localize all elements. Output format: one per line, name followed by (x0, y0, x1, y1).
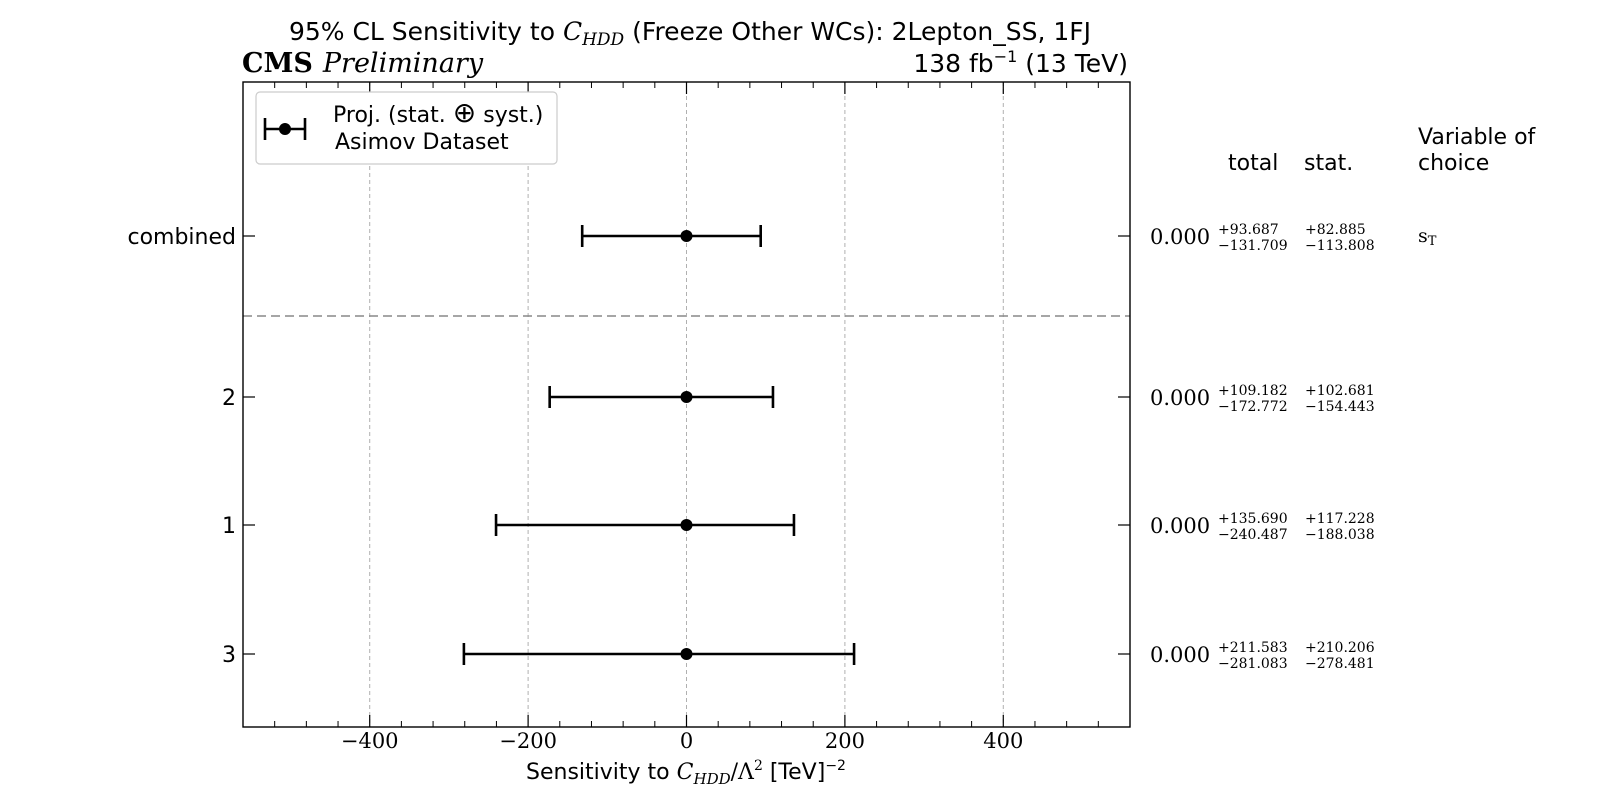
stat-minus: −113.808 (1305, 238, 1375, 254)
legend: Proj. (stat. ⊕ syst.) Asimov Dataset (255, 91, 558, 165)
total-plus: +93.687 (1218, 222, 1279, 238)
title-suffix: (Freeze Other WCs): 2Lepton_SS, 1FJ (624, 17, 1091, 46)
x-tick-label: −400 (341, 729, 399, 753)
y-tick-label: 1 (222, 514, 236, 539)
status-label: Preliminary (322, 48, 484, 79)
central-value: 0.000 (1150, 225, 1210, 249)
x-tick-label: 400 (983, 729, 1023, 753)
header-variable-line2: choice (1418, 151, 1489, 176)
total-plus: +211.583 (1218, 640, 1288, 656)
total-plus: +109.182 (1218, 383, 1288, 399)
header-stat: stat. (1304, 151, 1353, 176)
stat-minus: −154.443 (1305, 399, 1375, 415)
xlabel-lambda-exp: 2 (754, 758, 763, 774)
y-tick-label: 2 (222, 386, 236, 411)
xlabel-prefix: Sensitivity to (526, 760, 677, 785)
grid-layer (369, 82, 1004, 727)
x-axis-label: Sensitivity to CHDD/Λ2 [TeV]−2 (526, 758, 846, 788)
experiment-label: CMS (242, 48, 313, 79)
luminosity-label: 138 fb−1 (13 TeV) (913, 47, 1128, 78)
total-minus: −172.772 (1218, 399, 1288, 415)
tick-layer: −400 −200 0 200 400 combined 2 1 3 (127, 82, 1130, 753)
legend-line1-suffix: syst.) (476, 103, 543, 128)
legend-errorbar-icon (263, 118, 307, 140)
legend-line1-prefix: Proj. (stat. (333, 103, 453, 128)
variable-subscript: T (1428, 234, 1437, 249)
central-value: 0.000 (1150, 386, 1210, 410)
stat-plus: +210.206 (1305, 640, 1375, 656)
x-tick-label: 200 (825, 729, 865, 753)
lumi-exponent: −1 (994, 47, 1018, 66)
stat-plus: +117.228 (1305, 511, 1375, 527)
lumi-value: 138 fb (913, 49, 993, 78)
cms-label-group: CMS Preliminary (242, 48, 484, 79)
title-coef-sub: HDD (581, 30, 624, 50)
legend-line2: Asimov Dataset (335, 130, 509, 155)
value-table: 0.000 +93.687−131.709 +82.885−113.808 sT 0.0… (1150, 222, 1437, 672)
xlabel-lambda: /Λ (731, 760, 755, 785)
central-value: 0.000 (1150, 514, 1210, 538)
stat-plus: +82.885 (1305, 222, 1366, 238)
central-value-marker (680, 391, 693, 403)
title-coef: C (563, 17, 582, 46)
y-tick-label: combined (127, 225, 236, 250)
legend-oplus: ⊕ (453, 96, 476, 129)
central-value-marker (680, 519, 693, 531)
title-prefix: 95% CL Sensitivity to (289, 17, 563, 46)
header-variable-line1: Variable of (1418, 125, 1537, 150)
total-minus: −281.083 (1218, 656, 1288, 672)
xlabel-unit: [TeV] (763, 760, 825, 785)
xlabel-unit-exp: −2 (825, 758, 846, 774)
y-tick-label: 3 (222, 643, 236, 668)
total-minus: −131.709 (1218, 238, 1288, 254)
central-value-marker (680, 648, 693, 660)
central-value: 0.000 (1150, 643, 1210, 667)
variable-of-choice: sT (1418, 225, 1437, 249)
plot-frame (242, 81, 1131, 728)
stat-minus: −278.481 (1305, 656, 1375, 672)
lumi-energy: (13 TeV) (1017, 49, 1128, 78)
central-value-marker (680, 230, 693, 242)
stat-minus: −188.038 (1305, 527, 1375, 543)
header-total: total (1228, 151, 1278, 176)
total-minus: −240.487 (1218, 527, 1288, 543)
total-plus: +135.690 (1218, 511, 1288, 527)
x-tick-label: −200 (499, 729, 557, 753)
xlabel-coef-sub: HDD (692, 770, 730, 788)
chart-title: 95% CL Sensitivity to CHDD (Freeze Other… (289, 17, 1091, 50)
x-tick-label: 0 (680, 729, 693, 753)
xlabel-coef: C (677, 760, 694, 785)
legend-box (255, 91, 558, 165)
stat-plus: +102.681 (1305, 383, 1375, 399)
legend-line1: Proj. (stat. ⊕ syst.) (333, 96, 543, 129)
errorbar-layer (462, 225, 856, 665)
